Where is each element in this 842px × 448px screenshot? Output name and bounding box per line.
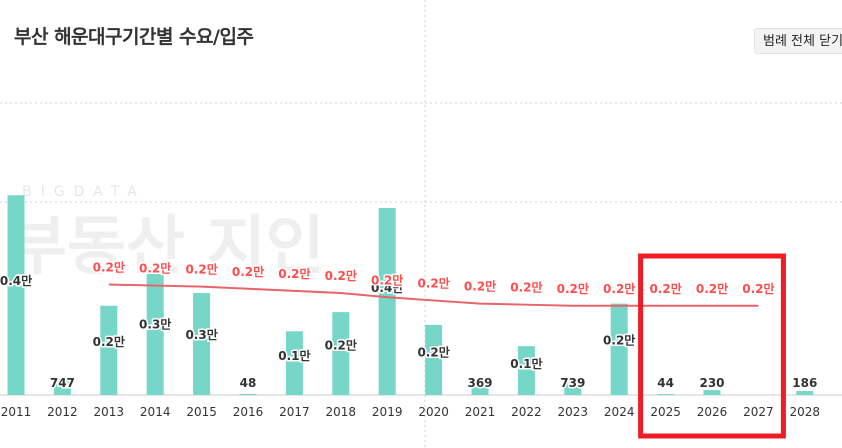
bar-label-2022: 0.1만 xyxy=(510,356,542,371)
bar-2024 xyxy=(610,303,628,395)
bar-label-2017: 0.1만 xyxy=(278,348,310,363)
bar-label-2019: 0.4만 xyxy=(371,280,403,295)
bar-label-2016: 48 xyxy=(240,376,257,390)
bar-2020 xyxy=(425,324,443,395)
bar-2014 xyxy=(146,273,164,395)
bar-label-2024: 0.2만 xyxy=(603,333,635,348)
bar-label-2013: 0.2만 xyxy=(93,334,125,349)
line-label-2016: 0.2만 xyxy=(232,264,264,279)
line-label-2020: 0.2만 xyxy=(417,275,449,290)
x-tick-label-2027: 2027 xyxy=(743,405,774,419)
x-tick-label-2023: 2023 xyxy=(558,405,589,419)
legend-toggle-button[interactable]: 범례 전체 닫기 xyxy=(754,28,842,54)
bar-label-2023: 739 xyxy=(560,376,585,390)
x-tick-label-2028: 2028 xyxy=(790,405,821,419)
page-title: 부산 해운대구기간별 수요/입주 xyxy=(14,26,254,48)
line-label-2023: 0.2만 xyxy=(557,281,589,296)
line-label-2024: 0.2만 xyxy=(603,281,635,296)
line-label-2013: 0.2만 xyxy=(93,260,125,275)
bar-2028 xyxy=(796,391,814,395)
bar-label-2025: 44 xyxy=(657,376,674,390)
bar-2019 xyxy=(378,208,396,395)
x-tick-label-2022: 2022 xyxy=(511,405,542,419)
line-label-2015: 0.2만 xyxy=(185,262,217,277)
bar-value-labels: 0.4만7470.2만0.3만0.3만480.1만0.2만0.4만0.2만369… xyxy=(0,272,819,392)
bar-2011 xyxy=(7,195,25,395)
bar-2022 xyxy=(517,346,535,395)
bar-2017 xyxy=(285,331,303,395)
bar-2016 xyxy=(239,393,257,395)
bar-series xyxy=(7,195,814,395)
x-tick-label-2021: 2021 xyxy=(465,405,496,419)
line-label-2026: 0.2만 xyxy=(696,281,728,296)
bar-label-2020: 0.2만 xyxy=(417,344,449,359)
bar-2013 xyxy=(100,305,118,395)
line-value-labels: 0.2만 0.2만 0.2만 0.2만 0.2만 0.2만 0.2만 0.2만 0.2만 0.2만… xyxy=(91,258,776,297)
line-label-2017: 0.2만 xyxy=(278,266,310,281)
bar-label-2011: 0.4만 xyxy=(0,273,32,288)
x-tick-label-2019: 2019 xyxy=(372,405,403,419)
x-tick-label-2014: 2014 xyxy=(140,405,171,419)
x-tick-label-2015: 2015 xyxy=(186,405,217,419)
line-label-2019: 0.2만 xyxy=(371,272,403,287)
watermark-main-text: 부동산 지인 xyxy=(8,210,325,284)
bar-label-2018: 0.2만 xyxy=(325,337,357,352)
line-label-2021: 0.2만 xyxy=(464,279,496,294)
x-tick-label-2011: 2011 xyxy=(1,405,32,419)
line-label-2014: 0.2만 xyxy=(139,261,171,276)
bar-label-2014: 0.3만 xyxy=(139,316,171,331)
x-tick-label-2013: 2013 xyxy=(94,405,125,419)
watermark: BIGDATA 부동산 지인 xyxy=(8,184,325,284)
x-tick-label-2025: 2025 xyxy=(650,405,681,419)
x-tick-label-2017: 2017 xyxy=(279,405,310,419)
bar-label-2021: 369 xyxy=(467,376,492,390)
bar-2025 xyxy=(657,394,675,395)
line-label-2025: 0.2만 xyxy=(649,281,681,296)
x-tick-label-2016: 2016 xyxy=(233,405,264,419)
x-tick-label-2018: 2018 xyxy=(326,405,357,419)
bar-2026 xyxy=(703,390,721,395)
bar-2023 xyxy=(564,379,582,395)
line-series xyxy=(108,283,759,307)
bar-label-2028: 186 xyxy=(792,376,817,390)
x-axis: 2011 2012 2013 2014 2015 2016 2017 2018 2019 2020… xyxy=(1,405,820,419)
line-series-path xyxy=(108,283,759,307)
line-label-2022: 0.2만 xyxy=(510,280,542,295)
line-label-2018: 0.2만 xyxy=(325,268,357,283)
bar-label-2015: 0.3만 xyxy=(185,327,217,342)
x-tick-label-2024: 2024 xyxy=(604,405,635,419)
bar-2012 xyxy=(53,379,71,395)
bar-label-2012: 747 xyxy=(50,376,75,390)
bar-label-2026: 230 xyxy=(699,376,724,390)
highlight-box xyxy=(638,253,786,439)
x-tick-label-2012: 2012 xyxy=(47,405,78,419)
x-tick-label-2026: 2026 xyxy=(697,405,728,419)
bar-2021 xyxy=(471,387,489,395)
bar-2018 xyxy=(332,312,350,395)
watermark-sub-text: BIGDATA xyxy=(22,184,146,200)
x-tick-label-2020: 2020 xyxy=(418,405,449,419)
line-label-2027: 0.2만 xyxy=(742,281,774,296)
bar-2015 xyxy=(193,293,211,395)
